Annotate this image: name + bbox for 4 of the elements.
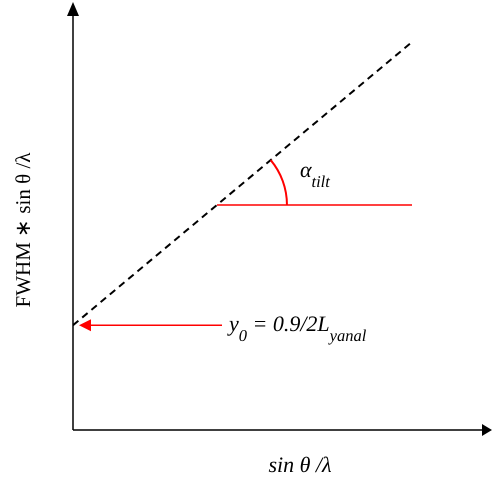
annotation: α$_{tilt}$ <box>300 156 330 190</box>
annotation: y$_{0}$ = 0.9/2L$_{yanal}$ <box>226 311 367 345</box>
x-axis-title: sin θ /λ <box>268 452 332 477</box>
y-axis-title: FWHM ∗ sin θ /λ <box>11 152 35 308</box>
